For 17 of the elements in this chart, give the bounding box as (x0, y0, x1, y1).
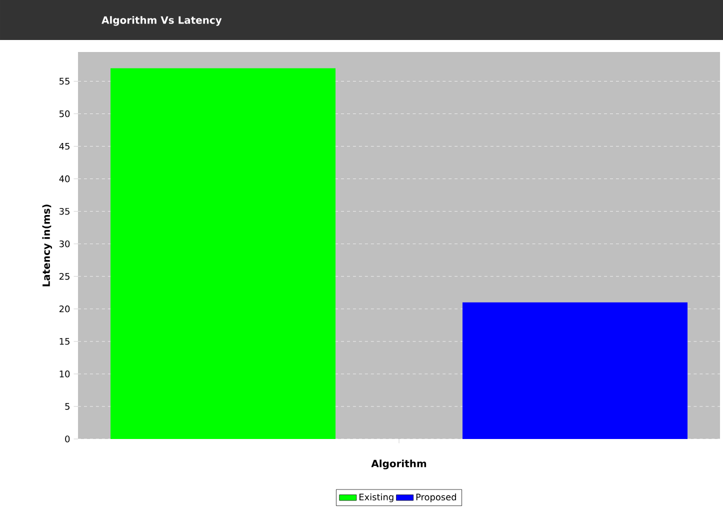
y-tick-label: 45 (59, 142, 70, 150)
y-tick-label: 35 (60, 208, 70, 215)
y-tick-label: 0 (65, 436, 70, 442)
y-tick-label: 55 (60, 78, 70, 85)
chart-title: Algorithm Vs Latency (102, 16, 222, 26)
y-tick-label: 50 (60, 110, 70, 118)
y-tick-label: 40 (59, 175, 70, 182)
y-tick-label: 25 (59, 272, 70, 280)
y-tick-label: 20 (59, 306, 70, 312)
legend-label: Proposed (416, 493, 456, 502)
y-tick-label: 15 (60, 338, 70, 345)
y-tick-label: 10 (60, 370, 70, 378)
y-tick-label: 5 (65, 403, 70, 410)
x-axis-title: Algorithm (371, 460, 426, 470)
legend-label: Existing (359, 493, 394, 502)
y-axis-title: Latency in(ms) (42, 204, 52, 286)
y-tick-label: 30 (60, 240, 70, 248)
